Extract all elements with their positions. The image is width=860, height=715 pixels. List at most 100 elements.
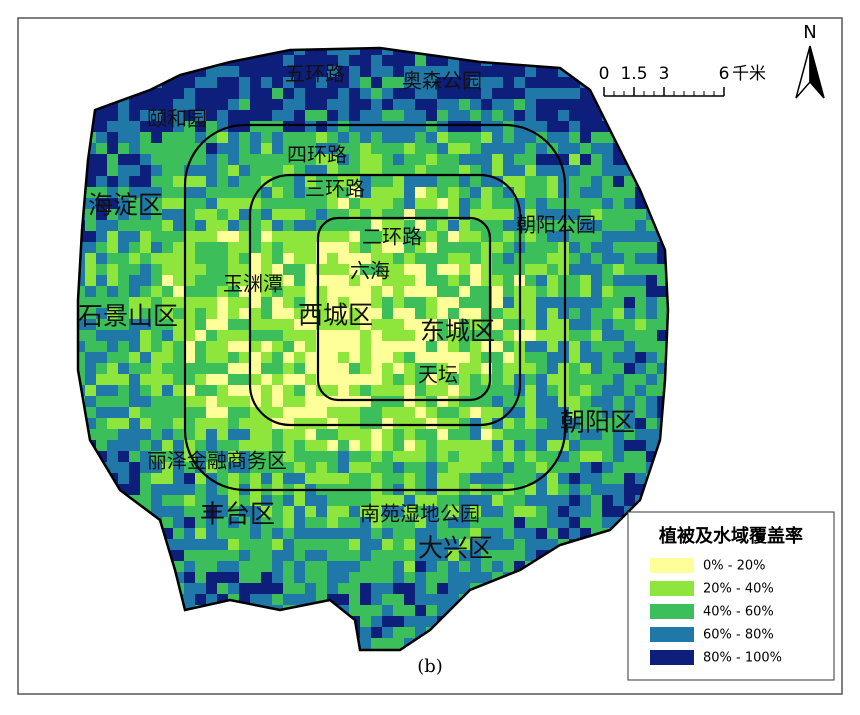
grid-cell — [206, 495, 217, 506]
grid-cell — [382, 143, 393, 154]
grid-cell — [173, 462, 184, 473]
grid-cell — [184, 143, 195, 154]
grid-cell — [481, 275, 492, 286]
grid-cell — [173, 187, 184, 198]
grid-cell — [382, 110, 393, 121]
grid-cell — [349, 451, 360, 462]
grid-cell — [239, 363, 250, 374]
grid-cell — [437, 99, 448, 110]
grid-cell — [118, 385, 129, 396]
grid-cell — [316, 88, 327, 99]
grid-cell — [569, 363, 580, 374]
grid-cell — [206, 121, 217, 132]
grid-cell — [415, 616, 426, 627]
grid-cell — [635, 198, 646, 209]
grid-cell — [283, 330, 294, 341]
grid-cell — [338, 407, 349, 418]
grid-cell — [85, 308, 96, 319]
grid-cell — [239, 143, 250, 154]
grid-cell — [162, 99, 173, 110]
grid-cell — [118, 341, 129, 352]
grid-cell — [382, 99, 393, 110]
grid-cell — [239, 462, 250, 473]
grid-cell — [382, 121, 393, 132]
grid-cell — [294, 583, 305, 594]
grid-cell — [547, 407, 558, 418]
grid-cell — [613, 440, 624, 451]
grid-cell — [151, 132, 162, 143]
grid-cell — [415, 165, 426, 176]
grid-cell — [492, 572, 503, 583]
grid-cell — [250, 583, 261, 594]
grid-cell — [426, 308, 437, 319]
grid-cell — [602, 165, 613, 176]
grid-cell — [426, 495, 437, 506]
grid-cell — [371, 297, 382, 308]
grid-cell — [382, 48, 393, 55]
grid-cell — [492, 561, 503, 572]
grid-cell — [96, 429, 107, 440]
grid-cell — [206, 66, 217, 77]
grid-cell — [558, 363, 569, 374]
grid-cell — [217, 242, 228, 253]
grid-cell — [393, 473, 404, 484]
grid-cell — [481, 473, 492, 484]
grid-cell — [415, 66, 426, 77]
grid-cell — [503, 341, 514, 352]
grid-cell — [382, 209, 393, 220]
grid-cell — [195, 341, 206, 352]
grid-cell — [96, 209, 107, 220]
grid-cell — [294, 77, 305, 88]
grid-cell — [305, 374, 316, 385]
grid-cell — [459, 110, 470, 121]
grid-cell — [195, 66, 206, 77]
grid-cell — [569, 187, 580, 198]
grid-cell — [569, 209, 580, 220]
grid-cell — [591, 209, 602, 220]
grid-cell — [217, 396, 228, 407]
grid-cell — [107, 242, 118, 253]
grid-cell — [448, 88, 459, 99]
grid-cell — [151, 88, 162, 99]
grid-cell — [525, 418, 536, 429]
grid-cell — [184, 187, 195, 198]
grid-cell — [195, 154, 206, 165]
grid-cell — [338, 55, 349, 66]
grid-cell — [173, 396, 184, 407]
grid-cell — [613, 286, 624, 297]
grid-cell — [228, 143, 239, 154]
grid-cell — [459, 572, 470, 583]
grid-cell — [393, 616, 404, 627]
grid-cell — [327, 407, 338, 418]
grid-cell — [316, 330, 327, 341]
grid-cell — [393, 407, 404, 418]
grid-cell — [129, 143, 140, 154]
grid-cell — [217, 110, 228, 121]
grid-cell — [624, 209, 635, 220]
grid-cell — [239, 572, 250, 583]
grid-cell — [635, 253, 646, 264]
grid-cell — [151, 330, 162, 341]
grid-cell — [580, 275, 591, 286]
grid-cell — [272, 88, 283, 99]
grid-cell — [96, 352, 107, 363]
grid-cell — [206, 473, 217, 484]
grid-cell — [283, 440, 294, 451]
grid-cell — [272, 517, 283, 528]
grid-cell — [96, 374, 107, 385]
grid-cell — [448, 396, 459, 407]
grid-cell — [382, 572, 393, 583]
grid-cell — [206, 297, 217, 308]
grid-cell — [239, 418, 250, 429]
grid-cell — [162, 517, 173, 528]
grid-cell — [448, 495, 459, 506]
grid-cell — [448, 308, 459, 319]
grid-cell — [448, 506, 459, 517]
grid-cell — [217, 374, 228, 385]
grid-cell — [525, 132, 536, 143]
grid-cell — [613, 198, 624, 209]
grid-cell — [250, 231, 261, 242]
grid-cell — [360, 264, 371, 275]
grid-cell — [437, 198, 448, 209]
